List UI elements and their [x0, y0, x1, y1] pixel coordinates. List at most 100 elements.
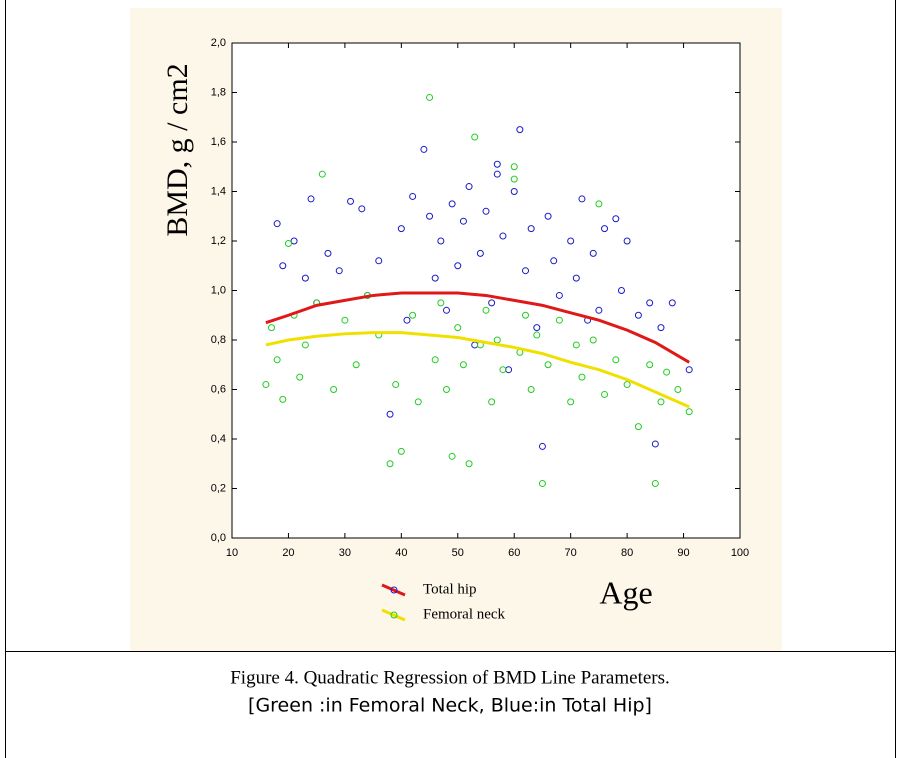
y-tick-label: 1,0	[211, 284, 226, 296]
legend-marker	[390, 611, 398, 619]
data-point	[296, 373, 304, 381]
data-point	[476, 249, 484, 257]
data-point	[544, 361, 552, 369]
data-point	[567, 398, 575, 406]
data-point	[442, 306, 450, 314]
data-point	[482, 306, 490, 314]
data-point	[567, 237, 575, 245]
data-point	[392, 381, 400, 389]
data-point	[307, 195, 315, 203]
data-point	[623, 381, 631, 389]
x-axis-label: Age	[599, 574, 652, 610]
data-point	[555, 291, 563, 299]
y-tick-label: 0,6	[211, 383, 226, 395]
data-point	[397, 225, 405, 233]
x-tick-label: 90	[677, 547, 689, 559]
data-point	[375, 257, 383, 265]
data-point	[442, 386, 450, 393]
data-point	[646, 361, 654, 369]
data-point	[668, 299, 676, 307]
data-point	[617, 287, 625, 294]
data-point	[646, 299, 654, 307]
data-point	[268, 324, 276, 332]
data-point	[358, 205, 366, 213]
data-point	[550, 257, 558, 265]
data-point	[426, 212, 434, 220]
data-point	[538, 442, 546, 450]
data-point	[409, 192, 417, 200]
data-point	[482, 207, 490, 215]
data-point	[499, 366, 507, 374]
data-point	[612, 215, 620, 223]
data-point	[273, 356, 281, 364]
x-tick-label: 50	[452, 547, 464, 559]
y-tick-label: 1,6	[211, 136, 226, 148]
data-point	[279, 262, 287, 270]
data-point	[335, 267, 343, 275]
data-point	[431, 356, 439, 364]
data-point	[510, 163, 518, 171]
y-tick-label: 1,8	[211, 86, 226, 98]
data-point	[386, 460, 394, 468]
data-point	[544, 212, 552, 220]
data-point	[578, 373, 586, 381]
data-point	[347, 197, 355, 205]
plot-area	[231, 42, 741, 539]
data-point	[634, 311, 642, 319]
data-point	[459, 361, 467, 369]
data-point	[426, 93, 434, 101]
data-point	[437, 299, 445, 307]
data-point	[488, 398, 496, 406]
data-point	[448, 200, 456, 208]
data-point	[454, 262, 462, 270]
x-tick-label: 80	[621, 547, 633, 559]
data-point	[589, 336, 597, 344]
data-point	[595, 200, 603, 208]
data-point	[601, 225, 609, 233]
data-point	[516, 126, 524, 134]
data-point	[471, 133, 479, 141]
data-point	[409, 311, 417, 319]
legend-line	[381, 583, 406, 597]
data-point	[318, 170, 326, 178]
y-tick-label: 0,2	[211, 482, 226, 494]
x-tick-label: 70	[565, 547, 577, 559]
legend-label: Femoral neck	[423, 606, 506, 622]
regression-line	[265, 331, 690, 409]
x-tick-label: 60	[508, 547, 520, 559]
y-tick-label: 0,8	[211, 334, 226, 346]
data-point	[663, 368, 671, 376]
x-tick-label: 40	[395, 547, 407, 559]
caption-line: [Green :in Femoral Neck, Blue:in Total H…	[248, 695, 652, 717]
data-point	[403, 316, 411, 324]
regression-line	[265, 291, 690, 364]
data-point	[386, 410, 394, 418]
data-point	[262, 381, 270, 389]
y-axis-label: BMD, g / cm2	[161, 63, 194, 236]
data-point	[623, 237, 631, 245]
data-point	[533, 324, 541, 332]
y-tick-label: 1,4	[211, 185, 226, 197]
data-point	[493, 170, 501, 178]
data-point	[685, 408, 693, 416]
data-point	[414, 398, 422, 406]
data-point	[657, 398, 665, 406]
data-point	[572, 274, 580, 282]
data-point	[488, 299, 496, 307]
data-point	[510, 188, 518, 195]
data-point	[674, 386, 682, 393]
data-point	[352, 361, 360, 369]
data-point	[595, 306, 603, 314]
data-point	[448, 452, 456, 460]
data-point	[273, 220, 281, 228]
x-tick-label: 30	[339, 547, 351, 559]
data-point	[510, 175, 518, 183]
data-point	[493, 160, 501, 168]
legend-line	[381, 608, 406, 622]
y-tick-label: 1,2	[211, 235, 226, 247]
data-point	[437, 237, 445, 245]
y-tick-label: 0,0	[211, 532, 226, 544]
data-point	[499, 232, 507, 240]
